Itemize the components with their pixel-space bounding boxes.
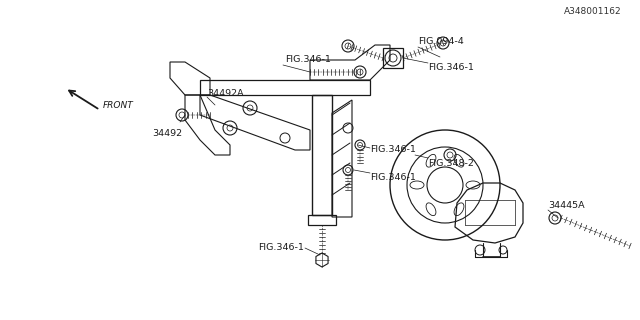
Text: 34492: 34492 (152, 129, 182, 138)
Text: FIG.094-4: FIG.094-4 (418, 37, 464, 46)
Text: A348001162: A348001162 (564, 7, 622, 17)
Text: FRONT: FRONT (103, 100, 134, 109)
Text: FIG.346-1: FIG.346-1 (370, 146, 416, 155)
Text: FIG.348-2: FIG.348-2 (428, 158, 474, 167)
Text: FIG.346-1: FIG.346-1 (285, 55, 331, 65)
Text: FIG.346-1: FIG.346-1 (258, 244, 304, 252)
Text: 34492A: 34492A (207, 89, 244, 98)
Text: FIG.346-1: FIG.346-1 (370, 173, 416, 182)
Text: FIG.346-1: FIG.346-1 (428, 63, 474, 73)
Text: 34445A: 34445A (548, 201, 584, 210)
